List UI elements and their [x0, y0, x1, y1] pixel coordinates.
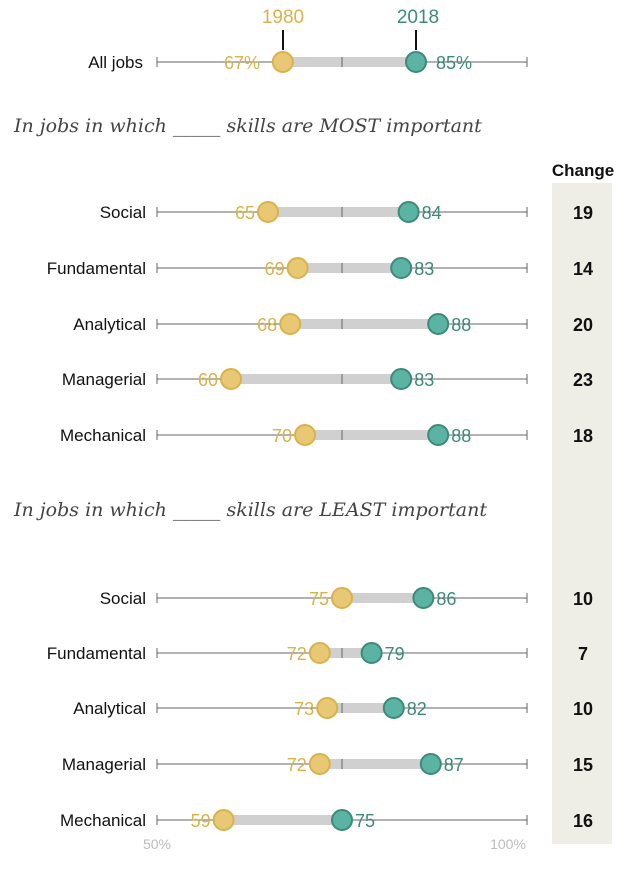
most-social-row-2018-dot	[397, 201, 420, 223]
most-social-row-1980-dot	[257, 201, 279, 223]
least-mechanical-row-1980-value-label: 59	[191, 811, 211, 831]
x-axis-tick-100: 100%	[490, 836, 526, 852]
least-analytical-row-1980-dot	[316, 697, 339, 719]
least-mechanical-row-change-value: 16	[573, 811, 593, 831]
least-social-row-1980-dot	[331, 587, 353, 609]
most-managerial-row-range-bar	[231, 374, 402, 384]
rows-layer: Social 65 84 19 Fundamental 69 83 14 Analytical 6…	[47, 51, 593, 831]
most-managerial-row-2018-value-label: 83	[414, 370, 434, 390]
most-analytical-row-change-value: 20	[573, 315, 593, 335]
most-fundamental-row-2018-dot	[390, 257, 413, 279]
most-fundamental-row-1980-dot	[286, 257, 309, 279]
least-analytical-row-range-bar	[327, 703, 394, 713]
most-analytical-row-1980-value-label: 68	[257, 315, 277, 335]
most-mechanical-row-2018-value-label: 88	[451, 426, 471, 446]
most-managerial-row-label: Managerial	[62, 370, 146, 389]
most-social-row-2018-value-label: 84	[422, 203, 442, 223]
least-social-row-range-bar	[342, 593, 424, 603]
x-axis-tick-50: 50%	[143, 836, 171, 852]
least-mechanical-row-1980-dot	[212, 809, 235, 831]
legend-2018-label: 2018	[397, 7, 439, 28]
most-mechanical-row-range-bar	[305, 430, 439, 440]
most-mechanical-row-label: Mechanical	[60, 426, 146, 445]
change-column-background	[552, 183, 612, 844]
most-social-row-range-bar	[268, 207, 409, 217]
least-mechanical-row-2018-dot	[331, 809, 353, 831]
most-analytical-row-2018-dot	[427, 313, 450, 335]
least-managerial-row-1980-value-label: 72	[287, 755, 307, 775]
most-managerial-row-change-value: 23	[573, 370, 593, 390]
least-analytical-row-2018-value-label: 82	[407, 699, 427, 719]
least-analytical-row-2018-dot	[382, 697, 405, 719]
least-social-row-1980-value-label: 75	[309, 589, 329, 609]
most-managerial-row-2018-dot	[390, 368, 413, 390]
least-fundamental-row-label: Fundamental	[47, 644, 146, 663]
most-fundamental-row-2018-value-label: 83	[414, 259, 434, 279]
least-managerial-row-range-bar	[319, 759, 431, 769]
most-fundamental-row-label: Fundamental	[47, 259, 146, 278]
least-social-row-2018-value-label: 86	[436, 589, 456, 609]
least-social-row-2018-dot	[412, 587, 435, 609]
most-mechanical-row-2018-dot	[427, 424, 450, 446]
least-analytical-row-1980-value-label: 73	[294, 699, 314, 719]
most-managerial-row-1980-dot	[220, 368, 242, 390]
least-fundamental-row-2018-value-label: 79	[385, 644, 405, 664]
most-important-section-title: In jobs in which _____ skills are MOST i…	[13, 115, 482, 137]
least-analytical-row-change-value: 10	[573, 699, 593, 719]
least-mechanical-row-label: Mechanical	[60, 811, 146, 830]
most-mechanical-row-1980-value-label: 70	[272, 426, 292, 446]
most-analytical-row-2018-value-label: 88	[451, 315, 471, 335]
least-fundamental-row-change-value: 7	[578, 644, 588, 664]
most-managerial-row-1980-value-label: 60	[198, 370, 218, 390]
least-analytical-row-label: Analytical	[73, 699, 146, 718]
least-managerial-row-change-value: 15	[573, 755, 593, 775]
least-fundamental-row-1980-value-label: 72	[287, 644, 307, 664]
least-social-row-change-value: 10	[573, 589, 593, 609]
most-mechanical-row-change-value: 18	[573, 426, 593, 446]
all-jobs-1980-value: 67%	[224, 53, 260, 73]
all-jobs-2018-value: 85%	[436, 53, 472, 73]
least-important-section-title: In jobs in which _____ skills are LEAST …	[13, 499, 487, 521]
most-analytical-row-range-bar	[290, 319, 439, 329]
least-social-row-label: Social	[100, 589, 146, 608]
least-managerial-row-2018-value-label: 87	[444, 755, 464, 775]
most-social-row-label: Social	[100, 203, 146, 222]
most-mechanical-row-1980-dot	[294, 424, 316, 446]
all-jobs-2018-dot	[405, 51, 427, 73]
least-managerial-row-label: Managerial	[62, 755, 146, 774]
all-jobs-1980-dot	[271, 51, 294, 73]
most-analytical-row-1980-dot	[279, 313, 302, 335]
all-jobs-label: All jobs	[88, 53, 143, 72]
most-social-row-1980-value-label: 65	[235, 203, 255, 223]
least-managerial-row-1980-dot	[308, 753, 331, 775]
most-social-row-change-value: 19	[573, 203, 593, 223]
least-mechanical-row-range-bar	[223, 815, 342, 825]
change-column-header: Change	[552, 161, 614, 180]
most-fundamental-row-1980-value-label: 69	[265, 259, 285, 279]
legend-1980-label: 1980	[262, 7, 304, 28]
least-managerial-row-2018-dot	[419, 753, 442, 775]
all-jobs-range-bar	[282, 57, 416, 67]
most-fundamental-row-change-value: 14	[573, 259, 593, 279]
least-fundamental-row-1980-dot	[308, 642, 331, 664]
most-fundamental-row-range-bar	[297, 263, 402, 273]
least-mechanical-row-2018-value-label: 75	[355, 811, 375, 831]
most-analytical-row-label: Analytical	[73, 315, 146, 334]
least-fundamental-row-2018-dot	[360, 642, 383, 664]
least-fundamental-row-range-bar	[319, 648, 372, 658]
